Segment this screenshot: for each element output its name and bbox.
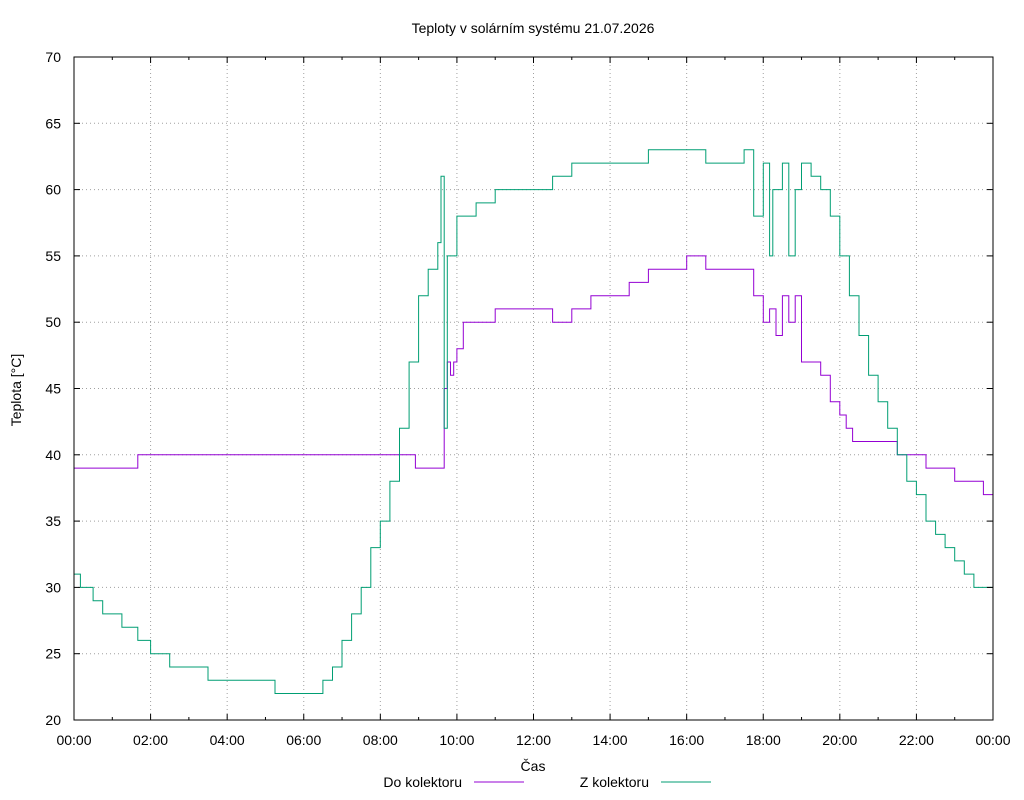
- x-tick-label: 02:00: [133, 732, 168, 748]
- y-axis-label: Teplota [°C]: [8, 354, 24, 427]
- y-tick-label: 25: [45, 646, 61, 662]
- tick-layer: 00:00 02:00 04:00 06:00 08:00 10:00 12:00 14:00…: [45, 49, 1010, 748]
- series-line-z-kolektoru: [74, 149, 993, 694]
- y-tick-label: 70: [45, 49, 61, 65]
- x-axis-label: Čas: [521, 758, 546, 774]
- x-tick-label: 18:00: [746, 732, 781, 748]
- series-layer: [74, 149, 994, 694]
- legend-label-z-kolektoru: Z kolektoru: [580, 774, 649, 790]
- grid-layer: [74, 57, 993, 720]
- y-tick-label: 45: [45, 381, 61, 397]
- x-tick-label: 16:00: [669, 732, 704, 748]
- y-tick-label: 50: [45, 314, 61, 330]
- x-tick-label: 20:00: [822, 732, 857, 748]
- legend: Do kolektoru Z kolektoru: [383, 774, 711, 790]
- y-tick-label: 20: [45, 712, 61, 728]
- x-tick-label: 12:00: [516, 732, 551, 748]
- x-tick-label: 06:00: [286, 732, 321, 748]
- x-tick-label: 08:00: [363, 732, 398, 748]
- x-tick-label: 14:00: [593, 732, 628, 748]
- series-line-do-kolektoru: [74, 255, 994, 496]
- x-tick-label: 00:00: [975, 732, 1010, 748]
- y-tick-label: 60: [45, 182, 61, 198]
- x-tick-label: 22:00: [899, 732, 934, 748]
- x-tick-label: 04:00: [210, 732, 245, 748]
- y-tick-label: 65: [45, 115, 61, 131]
- y-tick-label: 30: [45, 579, 61, 595]
- x-tick-label: 10:00: [439, 732, 474, 748]
- y-tick-label: 55: [45, 248, 61, 264]
- chart-title: Teploty v solárním systému 21.07.2026: [412, 20, 655, 36]
- y-tick-label: 40: [45, 447, 61, 463]
- legend-label-do-kolektoru: Do kolektoru: [383, 774, 462, 790]
- plot-frame: [73, 56, 994, 721]
- y-tick-label: 35: [45, 513, 61, 529]
- x-tick-label: 00:00: [56, 732, 91, 748]
